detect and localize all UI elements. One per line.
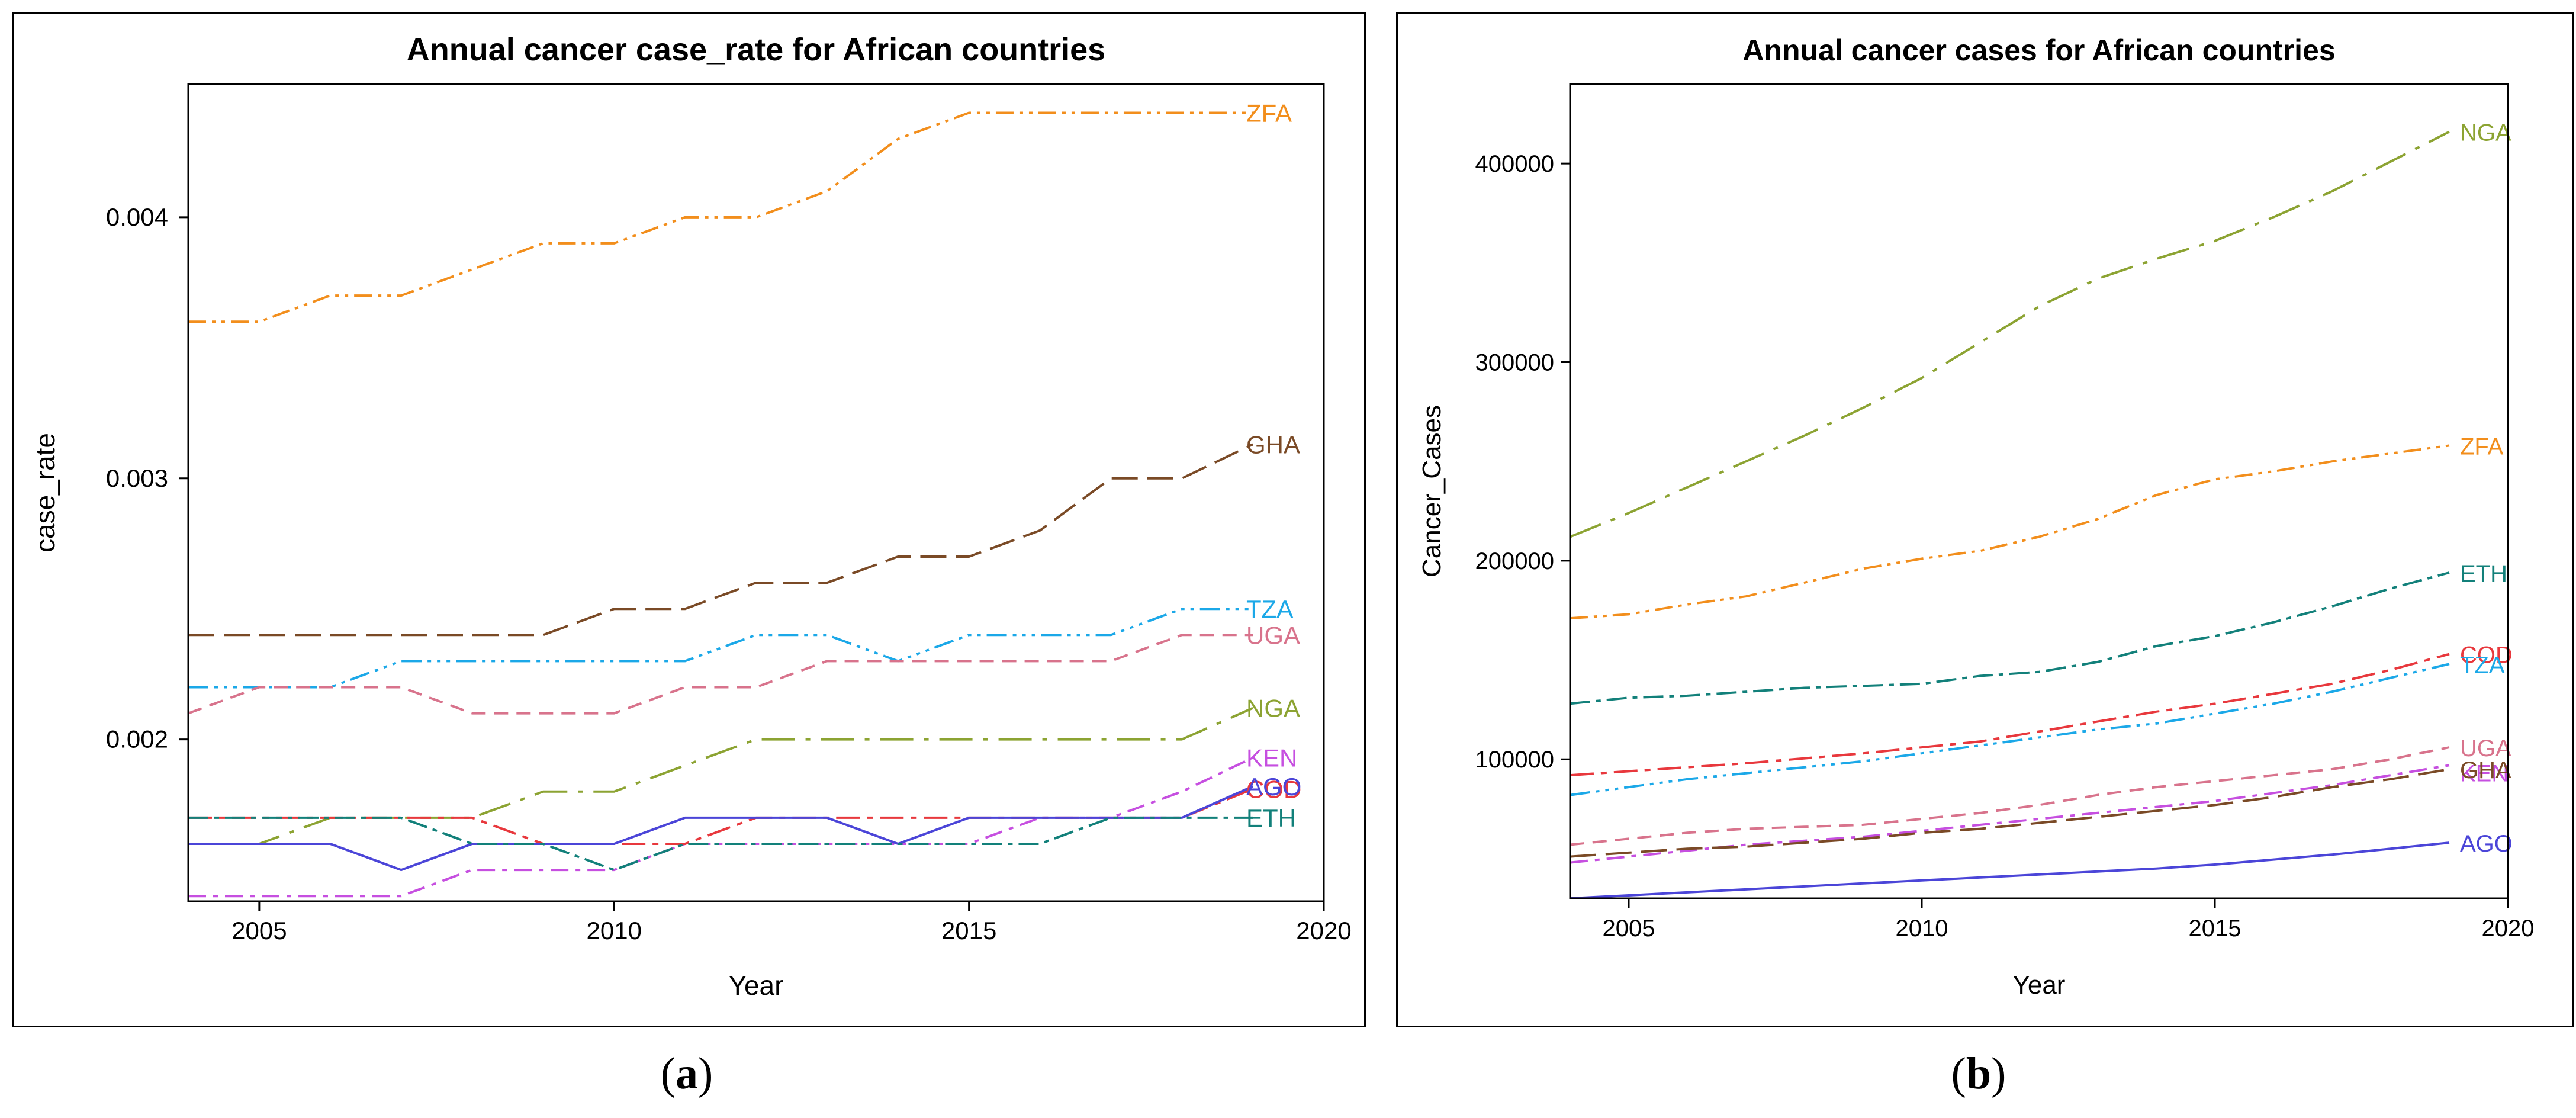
chart-b-y-tick-label: 300000 — [1475, 350, 1554, 376]
chart-a-x-tick-label: 2005 — [231, 917, 287, 944]
chart-b-series-gha — [1570, 768, 2450, 858]
chart-a-series-ago — [188, 785, 1253, 872]
chart-a-x-tick-label: 2010 — [587, 917, 642, 944]
chart-a-label-nga: NGA — [1246, 695, 1300, 722]
chart-a-series-gha — [188, 443, 1253, 637]
chart-a-y-tick-label: 0.004 — [106, 203, 168, 231]
chart-b-label-uga: UGA — [2460, 735, 2511, 762]
chart-b-series-eth — [1570, 571, 2450, 705]
chart-a-series-zfa — [188, 111, 1253, 323]
chart-b-frame — [1396, 12, 2574, 1027]
chart-b-label-eth: ETH — [2460, 561, 2507, 587]
chart-b-x-tick-label: 2015 — [2189, 915, 2241, 942]
chart-a-series-tza — [188, 608, 1253, 689]
chart-b-label-ago: AGO — [2460, 831, 2513, 857]
chart-a-label-cod: COD — [1246, 775, 1301, 803]
chart-b-label-gha: GHA — [2460, 757, 2511, 783]
chart-b-y-tick-label: 200000 — [1475, 548, 1554, 574]
chart-b-label-nga: NGA — [2460, 120, 2511, 146]
chart-b-xlabel: Year — [2013, 971, 2066, 1000]
chart-a-series-eth — [188, 816, 1253, 872]
chart-b-label-tza: TZA — [2460, 652, 2505, 678]
chart-a-label-gha: GHA — [1246, 431, 1300, 458]
chart-a-plot-area — [187, 83, 1325, 902]
chart-b-title: Annual cancer cases for African countrie… — [1742, 34, 2335, 67]
chart-b-x-tick-label: 2020 — [2482, 915, 2535, 942]
chart-b-series-cod — [1570, 653, 2450, 777]
chart-a-xlabel: Year — [729, 970, 784, 1001]
chart-a-ylabel: case_rate — [30, 433, 60, 552]
chart-a-series-uga — [188, 634, 1253, 715]
chart-a-label-eth: ETH — [1246, 804, 1296, 832]
chart-b-series-uga — [1570, 746, 2450, 846]
chart-a-y-tick-label: 0.003 — [106, 464, 168, 492]
chart-b-label-ken: KEN — [2460, 760, 2509, 786]
chart-a-label-uga: UGA — [1246, 621, 1300, 649]
chart-a-label-zfa: ZFA — [1246, 99, 1292, 127]
chart-b-y-tick-label: 400000 — [1475, 151, 1554, 177]
chart-b-label-cod: COD — [2460, 642, 2513, 669]
chart-b-series-nga — [1570, 130, 2450, 538]
chart-b-y-tick-label: 100000 — [1475, 747, 1554, 773]
panel-label-a: (a) — [660, 1049, 713, 1098]
chart-b-series-tza — [1570, 663, 2450, 796]
chart-a-label-tza: TZA — [1246, 595, 1293, 623]
chart-a-label-ken: KEN — [1246, 744, 1297, 772]
chart-b-x-tick-label: 2010 — [1896, 915, 1948, 942]
chart-a-frame — [12, 12, 1366, 1027]
chart-b-plot-area — [1569, 83, 2509, 899]
chart-a-x-tick-label: 2020 — [1296, 917, 1351, 944]
chart-b-series-zfa — [1570, 444, 2450, 620]
chart-b-x-tick-label: 2005 — [1603, 915, 1655, 942]
panel-label-b: (b) — [1951, 1049, 2006, 1098]
chart-b-label-zfa: ZFA — [2460, 433, 2504, 460]
chart-a-y-tick-label: 0.002 — [106, 725, 168, 753]
chart-a-series-ken — [188, 756, 1253, 898]
chart-b-series-ago — [1570, 841, 2450, 899]
chart-a-x-tick-label: 2015 — [941, 917, 996, 944]
chart-a-label-ago: AGO — [1246, 773, 1301, 801]
chart-a-title: Annual cancer case_rate for African coun… — [407, 32, 1105, 68]
chart-b-ylabel: Cancer_Cases — [1417, 405, 1446, 577]
